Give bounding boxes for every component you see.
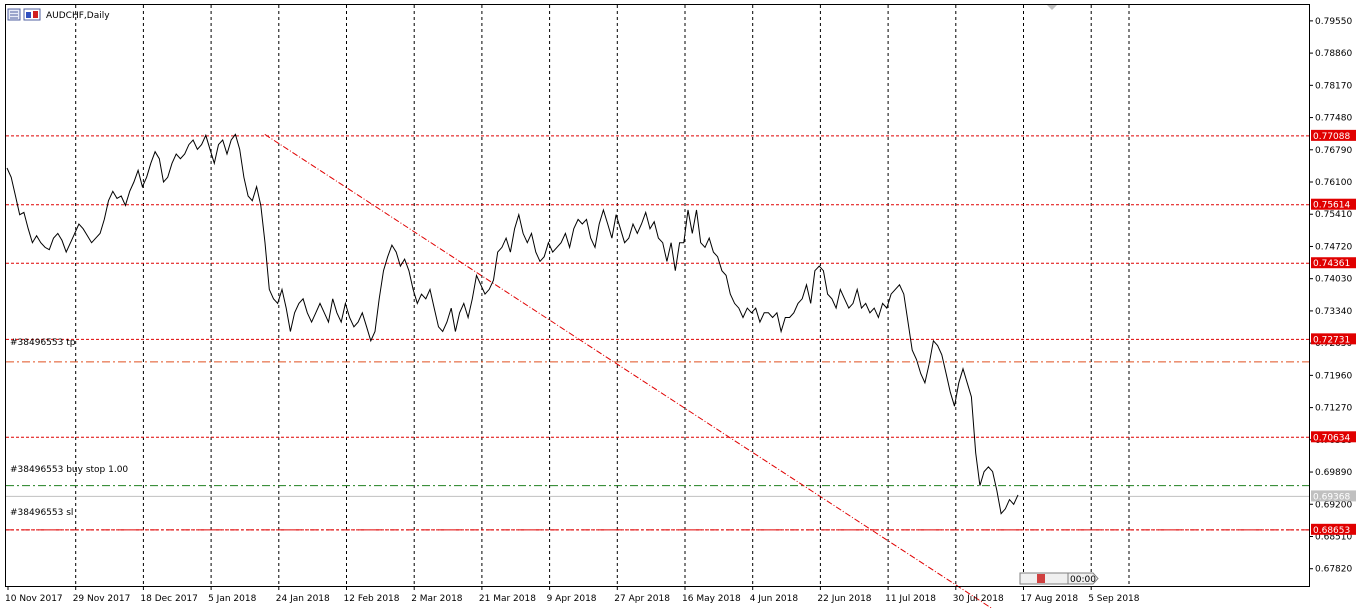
level-price-tag — [1311, 431, 1356, 443]
y-tick-label: 0.76790 — [1315, 146, 1352, 156]
y-tick-label: 0.71270 — [1315, 404, 1352, 414]
x-tick-label: 22 Jun 2018 — [817, 594, 871, 604]
trendline[interactable] — [264, 133, 1011, 612]
level-price-tag — [1311, 129, 1356, 141]
x-tick-label: 29 Nov 2017 — [73, 594, 131, 604]
horizontal-levels[interactable] — [6, 135, 1309, 531]
x-tick-label: 11 Jul 2018 — [885, 594, 936, 604]
sl-order-label[interactable]: #38496553 sl — [10, 508, 73, 518]
x-tick-label: 2 Mar 2018 — [411, 594, 463, 604]
x-tick-label: 17 Aug 2018 — [1021, 594, 1079, 604]
one-click-trading-panel[interactable]: 00:00 — [1019, 572, 1099, 585]
y-tick-label: 0.73340 — [1315, 307, 1352, 317]
y-tick-label: 0.76100 — [1315, 178, 1352, 188]
x-tick-label: 4 Jun 2018 — [750, 594, 799, 604]
buy-stop-order-label[interactable]: #38496553 buy stop 1.00 — [10, 465, 128, 475]
y-tick-label: 0.74030 — [1315, 275, 1352, 285]
level-price-label: 0.74361 — [1313, 259, 1350, 269]
bid-price-label: 0.69368 — [1313, 492, 1350, 502]
plot-frame — [5, 4, 1310, 587]
x-tick-label: 5 Jan 2018 — [208, 594, 256, 604]
tp-order-label[interactable]: #38496553 tp — [10, 338, 76, 348]
level-price-tag — [1311, 333, 1356, 345]
y-tick-label: 0.71960 — [1315, 371, 1352, 381]
one-click-sell-marker[interactable] — [1037, 574, 1045, 583]
level-price-tag — [1311, 198, 1356, 210]
grid — [75, 5, 1130, 586]
y-tick-label: 0.69200 — [1315, 500, 1352, 510]
bid-price-tag — [1311, 490, 1356, 502]
x-tick-label: 10 Nov 2017 — [5, 594, 63, 604]
level-price-label: 0.70634 — [1313, 433, 1350, 443]
x-tick-label: 9 Apr 2018 — [547, 594, 597, 604]
chart-shift-marker[interactable] — [1047, 5, 1057, 10]
x-tick-label: 27 Apr 2018 — [614, 594, 670, 604]
x-tick-label: 5 Sep 2018 — [1088, 594, 1140, 604]
y-tick-label: 0.78170 — [1315, 81, 1352, 91]
y-tick-label: 0.68510 — [1315, 532, 1352, 542]
level-price-label: 0.72731 — [1313, 335, 1350, 345]
chart-menu-icon[interactable] — [7, 8, 21, 21]
y-tick-label: 0.79550 — [1315, 17, 1352, 27]
symbol-icon — [23, 8, 41, 21]
y-tick-label: 0.67820 — [1315, 565, 1352, 575]
one-click-time-box[interactable] — [1067, 572, 1099, 585]
chart-title-group: AUDCHF,Daily — [7, 8, 110, 21]
chart-title: AUDCHF,Daily — [46, 11, 110, 21]
trendline-group[interactable] — [264, 133, 1011, 612]
y-tick-label: 0.75410 — [1315, 210, 1352, 220]
level-price-tag — [1311, 523, 1356, 535]
x-tick-label: 16 May 2018 — [682, 594, 741, 604]
price-labels: 0.77088 0.75614 0.74361 0.72731 0.70634 0.686… — [1311, 129, 1356, 536]
price-line — [6, 133, 1019, 515]
time-axis[interactable]: 10 Nov 2017 29 Nov 2017 18 Dec 2017 5 Jan 2… — [5, 586, 1140, 604]
level-price-label: 0.75614 — [1313, 201, 1350, 211]
x-tick-label: 12 Feb 2018 — [344, 594, 400, 604]
y-tick-label: 0.74720 — [1315, 242, 1352, 252]
x-tick-label: 18 Dec 2017 — [140, 594, 198, 604]
level-price-label: 0.68653 — [1313, 526, 1350, 536]
level-price-label: 0.77088 — [1313, 132, 1350, 142]
y-tick-label: 0.69890 — [1315, 468, 1352, 478]
y-tick-label: 0.77480 — [1315, 114, 1352, 124]
y-tick-label: 0.78860 — [1315, 49, 1352, 59]
price-series — [6, 133, 1019, 515]
x-tick-label: 24 Jan 2018 — [276, 594, 330, 604]
x-tick-label: 21 Mar 2018 — [479, 594, 536, 604]
x-tick-label: 30 Jul 2018 — [953, 594, 1004, 604]
one-click-time-label: 00:00 — [1070, 575, 1096, 585]
level-price-tag — [1311, 257, 1356, 269]
